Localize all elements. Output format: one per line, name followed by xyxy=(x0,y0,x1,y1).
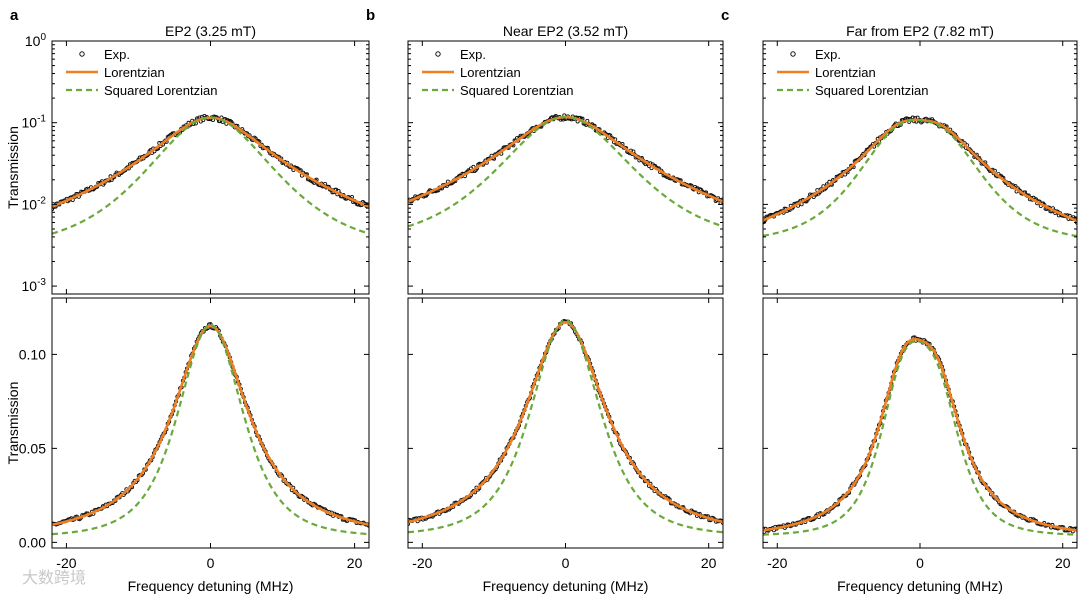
exp-series xyxy=(52,113,369,212)
plot-area xyxy=(763,335,1077,536)
legend-exp: Exp. xyxy=(815,47,841,62)
legend-lorentzian: Lorentzian xyxy=(460,65,521,80)
y-tick-exponent: -1 xyxy=(37,114,46,125)
legend-exp-marker xyxy=(79,51,85,57)
panel-b: b Near EP2 (3.52 mT) Exp. Lorentzian Squared… xyxy=(366,7,724,594)
plot-frame xyxy=(762,40,1078,295)
x-tick-label: 0 xyxy=(207,555,215,571)
y-tick-label: 10-1 xyxy=(22,114,47,131)
panel-title: Near EP2 (3.52 mT) xyxy=(503,23,628,39)
panel-title: EP2 (3.25 mT) xyxy=(165,23,256,39)
lorentzian-line xyxy=(408,320,723,524)
squared-lorentzian-line xyxy=(408,319,723,534)
plot-bottom: -20 0 20 Frequency detuning (MHz) 0.00 0.05 0.… xyxy=(5,297,370,594)
y-tick-exponent: -2 xyxy=(37,195,46,206)
plot-area xyxy=(408,113,723,228)
y-tick-exponent: 0 xyxy=(40,32,46,43)
y-tick-label: 0.05 xyxy=(19,440,46,456)
y-tick-label: 0.00 xyxy=(19,534,46,550)
exp-series xyxy=(763,335,1077,534)
y-tick-base: 10 xyxy=(22,115,38,131)
plot-top: Exp. Lorentzian Squared Lorentzian xyxy=(762,40,1078,295)
x-tick-label: 0 xyxy=(562,555,570,571)
panel-letter: a xyxy=(10,7,19,24)
y-tick-label: 100 xyxy=(25,32,47,49)
exp-series xyxy=(52,322,369,528)
plot-frame xyxy=(407,297,724,549)
panel-letter: b xyxy=(366,7,375,24)
squared-lorentzian-line xyxy=(52,323,369,536)
legend-lorentzian: Lorentzian xyxy=(104,65,165,80)
legend: Exp. Lorentzian Squared Lorentzian xyxy=(66,47,217,98)
y-tick-label: 10-2 xyxy=(22,195,47,212)
y-tick-base: 10 xyxy=(22,196,38,212)
squared-lorentzian-line xyxy=(763,340,1077,536)
y-axis-label: Transmission xyxy=(5,382,21,465)
x-axis-label: Frequency detuning (MHz) xyxy=(483,578,649,594)
x-axis-label: Frequency detuning (MHz) xyxy=(837,578,1003,594)
plot-bottom: -20 0 20 Frequency detuning (MHz) xyxy=(762,297,1078,594)
panel-letter: c xyxy=(721,7,729,24)
plot-area xyxy=(408,319,723,534)
lorentzian-line xyxy=(763,337,1077,532)
y-axis-label: Transmission xyxy=(5,126,21,209)
legend: Exp. Lorentzian Squared Lorentzian xyxy=(777,47,928,98)
legend-lorentzian: Lorentzian xyxy=(815,65,876,80)
y-tick-label: 0.10 xyxy=(19,346,46,362)
legend-exp: Exp. xyxy=(104,47,130,62)
squared-lorentzian-line xyxy=(763,119,1077,238)
plot-area xyxy=(52,113,369,235)
x-tick-label: -20 xyxy=(412,555,432,571)
lorentzian-line xyxy=(52,324,369,527)
exp-point xyxy=(720,197,723,202)
squared-lorentzian-line xyxy=(52,116,369,235)
legend-exp-marker xyxy=(790,51,796,57)
plot-top: 10010-110-210-3TransmissionExp.Lorentzia… xyxy=(5,32,370,295)
exp-point xyxy=(1074,526,1077,531)
plot-top: Exp. Lorentzian Squared Lorentzian xyxy=(407,40,724,295)
panel-c: c Far from EP2 (7.82 mT) Exp. Lorentzian Squ… xyxy=(721,7,1078,594)
plot-area xyxy=(52,322,369,536)
x-tick-label: 20 xyxy=(347,555,363,571)
legend: Exp. Lorentzian Squared Lorentzian xyxy=(422,47,573,98)
legend-squared: Squared Lorentzian xyxy=(104,83,217,98)
panel-title: Far from EP2 (7.82 mT) xyxy=(846,23,994,39)
lorentzian-line xyxy=(408,115,723,203)
legend-exp-marker xyxy=(435,51,441,57)
legend-squared: Squared Lorentzian xyxy=(460,83,573,98)
x-tick-label: 20 xyxy=(701,555,717,571)
x-tick-label: -20 xyxy=(56,555,76,571)
exp-series xyxy=(408,113,723,205)
y-tick-label: 10-3 xyxy=(22,277,47,294)
y-tick-base: 10 xyxy=(25,33,41,49)
lorentzian-line xyxy=(763,118,1077,223)
exp-series xyxy=(763,115,1077,225)
plot-bottom: -20 0 20 Frequency detuning (MHz) xyxy=(407,297,724,594)
plot-area xyxy=(763,115,1077,238)
plot-frame xyxy=(51,40,370,295)
lorentzian-line xyxy=(52,116,369,208)
plot-frame xyxy=(762,297,1078,549)
legend-squared: Squared Lorentzian xyxy=(815,83,928,98)
x-tick-label: -20 xyxy=(767,555,787,571)
watermark: 大数跨境 xyxy=(22,568,86,587)
x-axis-label: Frequency detuning (MHz) xyxy=(128,578,294,594)
y-tick-base: 10 xyxy=(22,278,38,294)
x-tick-label: 20 xyxy=(1055,555,1071,571)
exp-point xyxy=(408,521,411,526)
exp-series xyxy=(408,319,723,526)
x-tick-label: 0 xyxy=(916,555,924,571)
y-tick-exponent: -3 xyxy=(37,277,46,288)
plot-frame xyxy=(407,40,724,295)
legend-exp: Exp. xyxy=(460,47,486,62)
squared-lorentzian-line xyxy=(408,115,723,228)
